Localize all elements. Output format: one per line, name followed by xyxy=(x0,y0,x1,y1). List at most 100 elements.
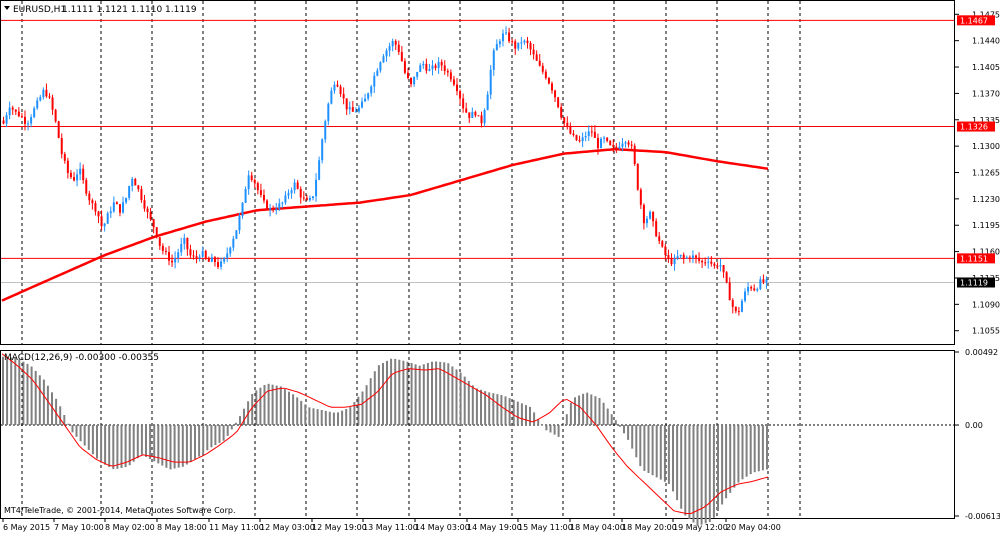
macd-label: MACD(12,26,9) -0.00300 -0.00355 xyxy=(4,353,159,363)
candle xyxy=(388,42,391,57)
time-tick-label: 7 May 10:00 xyxy=(54,523,104,532)
candle-body xyxy=(416,71,419,77)
candle-body xyxy=(269,207,272,210)
candle-body xyxy=(569,126,572,134)
candle-body xyxy=(94,203,97,212)
candle xyxy=(716,262,719,270)
candle-body xyxy=(115,202,118,205)
candle xyxy=(311,195,314,201)
candle-body xyxy=(428,69,431,71)
candle xyxy=(532,43,535,60)
candle-body xyxy=(259,190,262,195)
candle-body xyxy=(459,91,462,99)
candle xyxy=(446,68,449,77)
candle xyxy=(266,199,269,211)
candle-body xyxy=(734,306,737,312)
candle xyxy=(701,259,704,269)
candle-body xyxy=(134,178,137,186)
candle-body xyxy=(606,137,609,141)
candle-body xyxy=(76,174,79,181)
candle-body xyxy=(511,41,514,43)
candle xyxy=(115,201,118,205)
time-tick-label: 20 May 04:00 xyxy=(726,523,781,532)
candle xyxy=(498,38,501,48)
candle xyxy=(223,256,226,264)
candle xyxy=(584,131,587,142)
candle xyxy=(66,157,69,179)
candle-body xyxy=(73,177,76,181)
candle xyxy=(694,254,697,264)
candle xyxy=(367,92,370,101)
candle-body xyxy=(235,230,238,239)
candle-body xyxy=(719,265,722,267)
candle-body xyxy=(210,257,213,262)
candle-body xyxy=(581,137,584,142)
candle-body xyxy=(207,258,210,262)
candle xyxy=(425,58,428,74)
candle xyxy=(259,183,262,198)
candle xyxy=(152,218,155,234)
candle xyxy=(593,125,596,138)
candle xyxy=(112,196,115,213)
candle xyxy=(201,246,204,258)
candle-body xyxy=(501,33,504,42)
candle xyxy=(483,108,486,127)
candle xyxy=(734,306,737,314)
candle xyxy=(535,50,538,62)
candle xyxy=(195,250,198,264)
time-tick-label: 18 May 04:00 xyxy=(570,523,625,532)
candle-body xyxy=(321,139,324,161)
candle xyxy=(106,211,109,224)
candle-body xyxy=(621,143,624,147)
candle xyxy=(318,156,321,181)
candle-body xyxy=(11,107,14,110)
candle-body xyxy=(327,103,330,122)
candle xyxy=(57,120,60,139)
candle-body xyxy=(382,56,385,63)
candle xyxy=(468,112,471,124)
candle-body xyxy=(682,254,685,258)
price-tick-label: 1.1090 xyxy=(972,300,1000,309)
candle xyxy=(452,75,455,87)
candle-body xyxy=(106,213,109,224)
price-tick-label: 1.1370 xyxy=(972,89,1000,98)
candle xyxy=(88,190,91,205)
time-tick-label: 19 May 12:00 xyxy=(673,523,728,532)
candle xyxy=(554,89,557,103)
candle-body xyxy=(452,79,455,85)
candle xyxy=(100,210,103,231)
candle-body xyxy=(33,108,36,118)
candle-body xyxy=(287,193,290,196)
candle xyxy=(33,106,36,119)
current-price-label: 1.1119 xyxy=(960,278,988,287)
price-tick-label: 1.1265 xyxy=(972,169,1000,178)
candle-body xyxy=(737,311,740,313)
candle-body xyxy=(413,76,416,85)
candle-body xyxy=(762,279,765,283)
candle xyxy=(60,133,63,159)
candle-body xyxy=(8,107,11,116)
candle-body xyxy=(468,112,471,118)
time-tick-label: 18 May 20:00 xyxy=(622,523,677,532)
candle xyxy=(737,306,740,316)
candle-body xyxy=(364,98,367,102)
candle-body xyxy=(391,41,394,47)
candle xyxy=(400,46,403,62)
candle-body xyxy=(590,131,593,133)
candle xyxy=(324,119,327,143)
candle xyxy=(158,237,161,250)
candle-body xyxy=(217,262,220,267)
candle-body xyxy=(664,246,667,255)
candle-body xyxy=(27,123,30,125)
candle xyxy=(731,298,734,314)
candle xyxy=(465,102,468,114)
candle-body xyxy=(201,250,204,257)
candle xyxy=(434,63,437,71)
candle xyxy=(351,100,354,112)
candle xyxy=(143,194,146,212)
candle xyxy=(394,39,397,51)
dropdown-triangle-icon[interactable] xyxy=(4,6,10,10)
candle xyxy=(590,125,593,137)
